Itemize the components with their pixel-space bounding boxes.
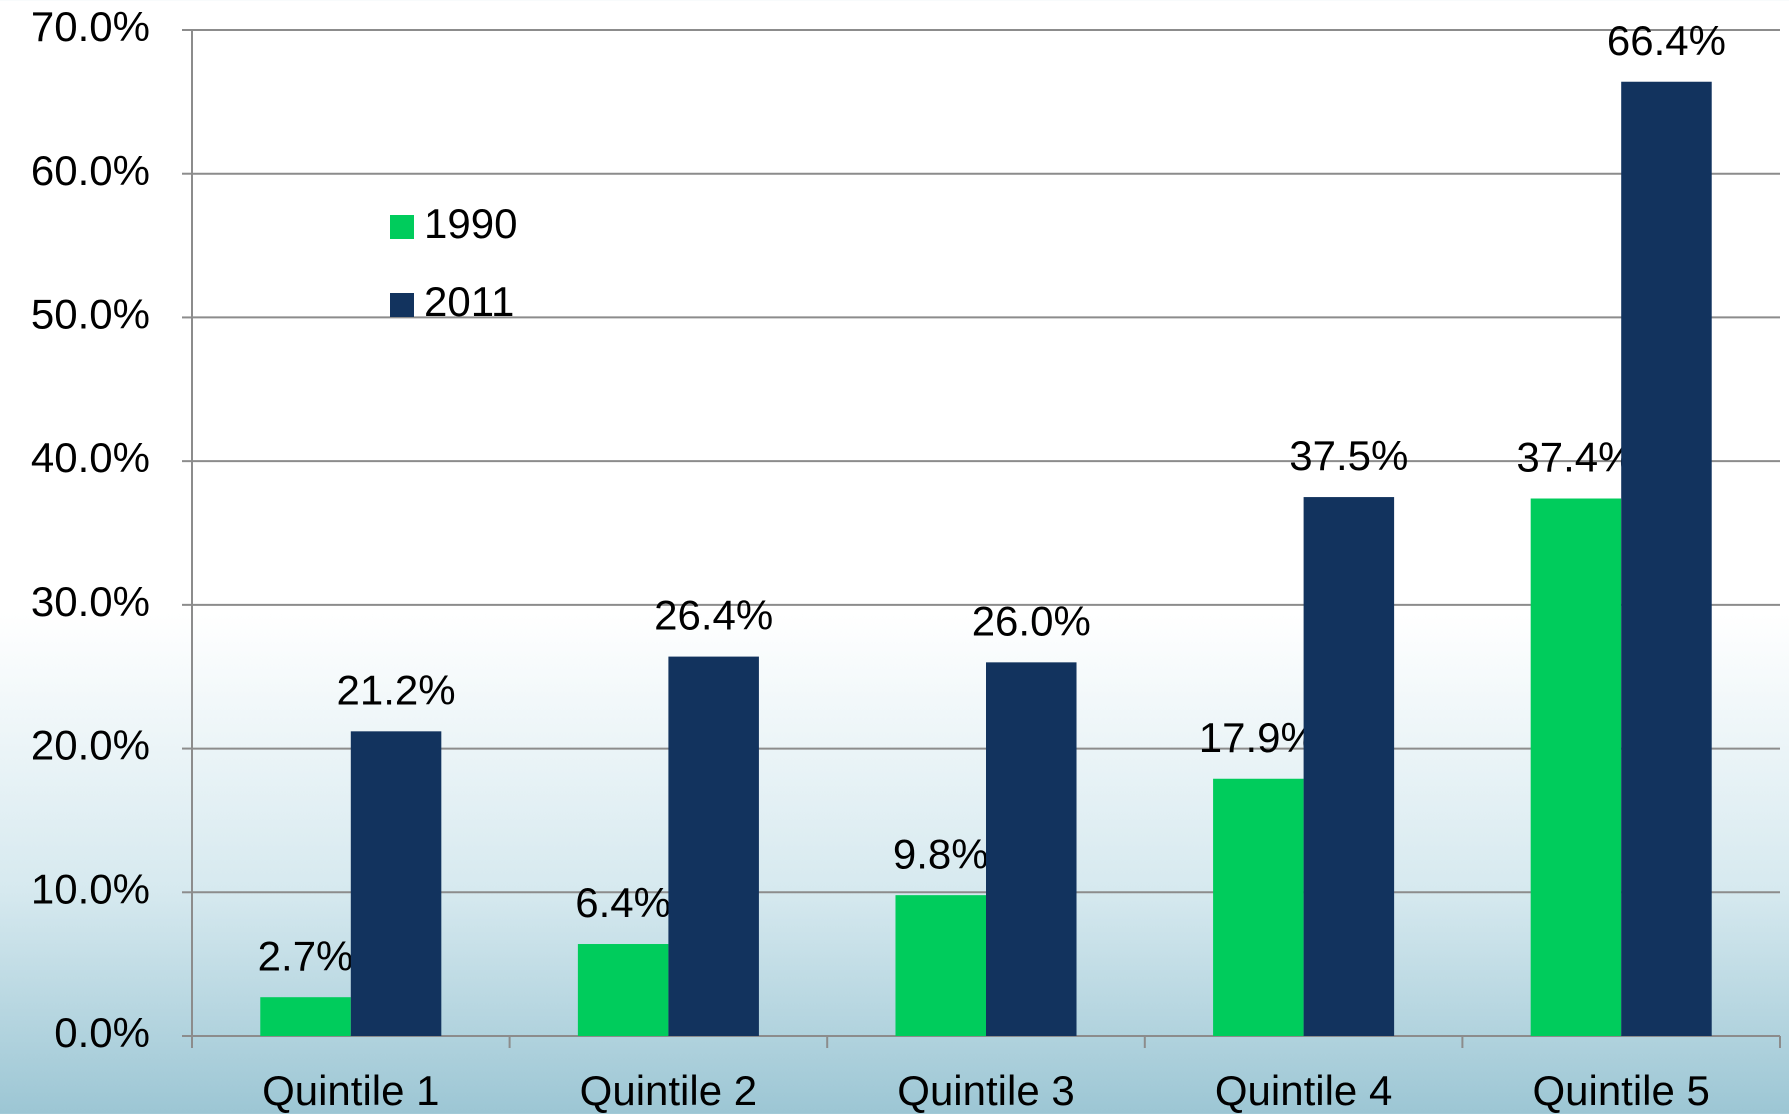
x-tick-label: Quintile 4 — [1215, 1067, 1392, 1114]
y-tick-label: 10.0% — [31, 865, 150, 912]
y-tick-label: 40.0% — [31, 434, 150, 481]
legend-label: 1990 — [424, 200, 517, 247]
bar — [1530, 498, 1622, 1037]
y-tick-label: 0.0% — [54, 1009, 150, 1056]
x-tick-label: Quintile 1 — [262, 1067, 439, 1114]
bar — [577, 944, 669, 1036]
bar — [1621, 81, 1712, 1037]
bar — [260, 997, 351, 1036]
bar — [350, 731, 442, 1036]
value-label: 6.4% — [575, 879, 671, 926]
value-label: 17.9% — [1199, 714, 1318, 761]
value-label: 26.0% — [972, 597, 1091, 644]
value-label: 2.7% — [258, 932, 354, 979]
y-tick-label: 20.0% — [31, 722, 150, 769]
value-label: 66.4% — [1607, 17, 1726, 64]
x-tick-label: Quintile 5 — [1532, 1067, 1709, 1114]
y-tick-label: 50.0% — [31, 291, 150, 338]
legend-label: 2011 — [424, 278, 514, 325]
legend-swatch — [390, 293, 414, 317]
y-tick-label: 30.0% — [31, 578, 150, 625]
x-tick-label: Quintile 3 — [897, 1067, 1074, 1114]
value-label: 37.5% — [1289, 432, 1408, 479]
value-label: 37.4% — [1516, 434, 1635, 481]
bar — [1303, 497, 1395, 1037]
y-tick-label: 60.0% — [31, 147, 150, 194]
bar — [668, 656, 759, 1036]
value-label: 26.4% — [654, 592, 773, 639]
bar — [895, 895, 986, 1036]
bar — [1213, 778, 1304, 1036]
value-label: 21.2% — [337, 666, 456, 713]
legend-swatch — [390, 215, 414, 239]
y-tick-label: 70.0% — [31, 3, 150, 50]
x-tick-label: Quintile 2 — [580, 1067, 757, 1114]
value-label: 9.8% — [893, 830, 989, 877]
bar — [986, 662, 1077, 1036]
